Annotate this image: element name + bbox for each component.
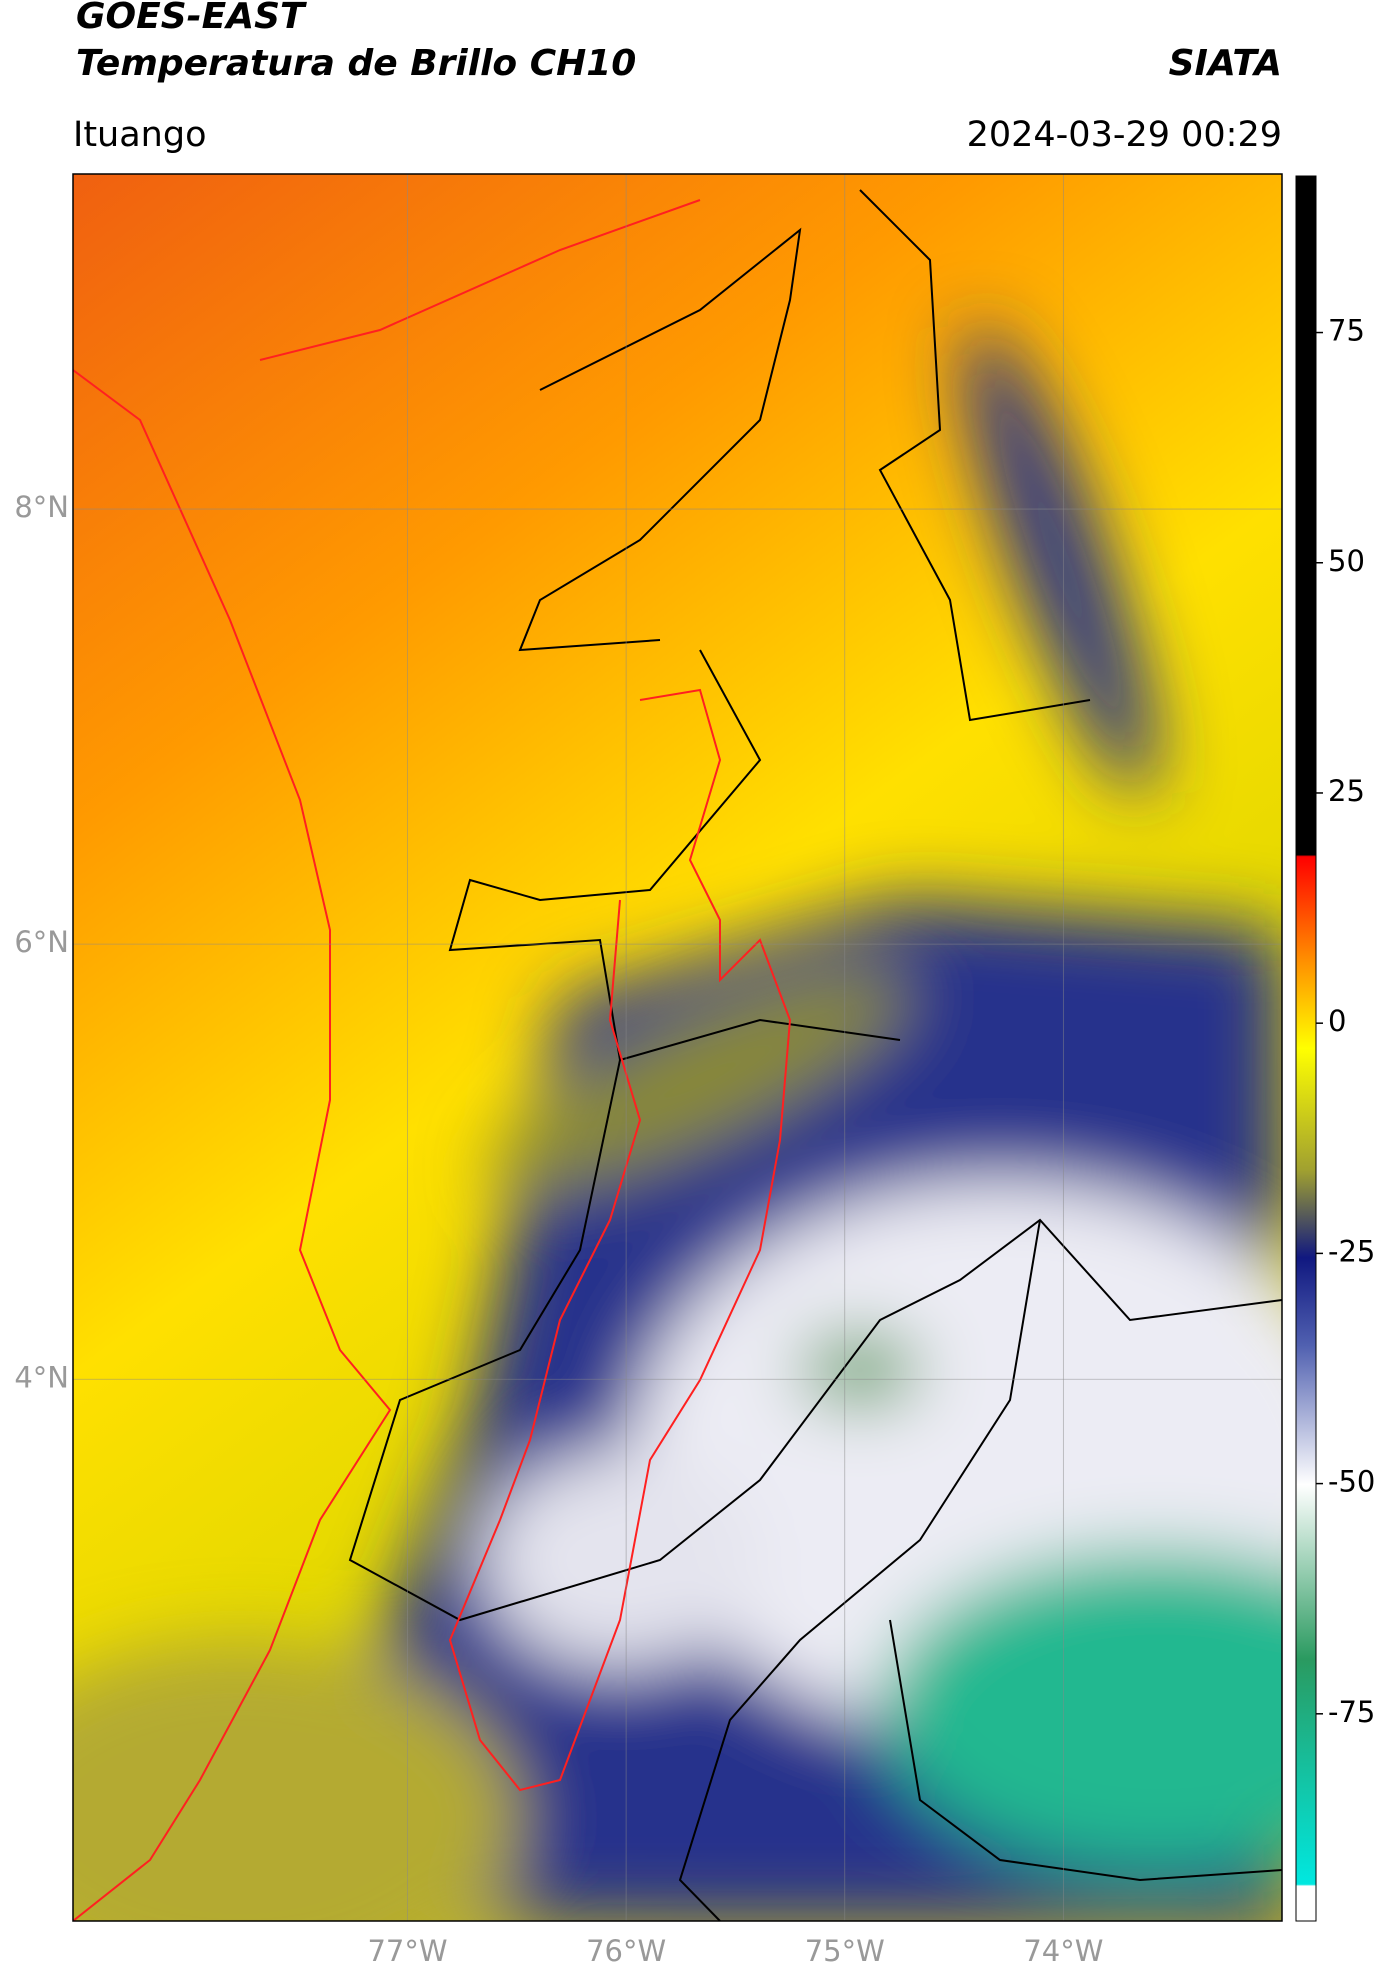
colorbar-ticks: 75 50 25 0 -25 -50 -75 — [1316, 314, 1375, 1729]
colorbar-tick-label: 0 — [1328, 1004, 1346, 1038]
colorbar-tick-label: -75 — [1328, 1695, 1375, 1729]
colorbar-tick-label: -50 — [1328, 1465, 1375, 1499]
lat-label: 6°N — [14, 925, 69, 959]
lat-label: 8°N — [14, 490, 69, 524]
colorbar — [1295, 175, 1317, 1922]
lon-label: 75°W — [805, 1934, 885, 1968]
colorbar-tick-label: -25 — [1328, 1234, 1375, 1268]
lon-label: 74°W — [1023, 1934, 1103, 1968]
lon-label: 77°W — [367, 1934, 447, 1968]
satellite-image — [73, 174, 1282, 1921]
graticule — [73, 174, 1282, 1921]
colorbar-tick-label: 75 — [1328, 314, 1365, 348]
subtitle: Temperatura de Brillo CH10 — [76, 43, 636, 84]
colorbar-tick-label: 25 — [1328, 774, 1365, 808]
map-frame — [72, 173, 1283, 1922]
location: Ituango — [73, 115, 207, 155]
brand: SIATA — [1169, 43, 1282, 84]
lat-label: 4°N — [14, 1360, 69, 1394]
lon-label: 76°W — [586, 1934, 666, 1968]
title: GOES-EAST — [76, 0, 307, 37]
timestamp: 2024-03-29 00:29 — [967, 115, 1282, 155]
colorbar-tick-label: 50 — [1328, 544, 1365, 578]
